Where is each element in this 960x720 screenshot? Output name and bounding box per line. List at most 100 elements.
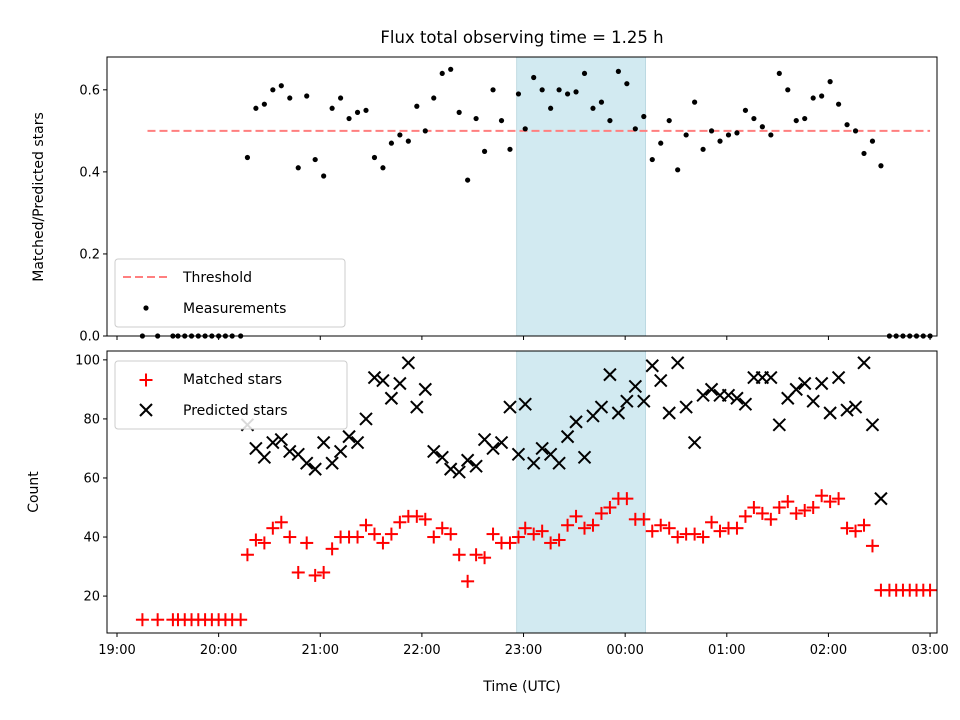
measurement-point [548, 105, 554, 111]
matched-stars-point [427, 530, 441, 544]
predicted-stars-point-b [637, 394, 651, 408]
predicted-stars-point [865, 418, 880, 432]
matched-stars-point [603, 501, 617, 515]
matched-stars-point [300, 536, 314, 550]
predicted-stars-point [350, 435, 365, 450]
matched-stars-point [486, 527, 500, 541]
measurement-point [253, 105, 259, 111]
predicted-stars-point-b [435, 450, 449, 465]
measurement-point [734, 130, 740, 136]
predicted-stars-point [687, 435, 702, 450]
predicted-stars-point [806, 394, 820, 408]
matched-stars-point [325, 542, 339, 556]
x-axis-label: Time (UTC) [482, 679, 560, 695]
predicted-stars-point [367, 370, 382, 385]
predicted-stars-point-b [848, 400, 863, 414]
y-tick-label: 60 [83, 471, 100, 486]
measurement-point [564, 91, 571, 97]
ratio-panel-frame [106, 56, 938, 337]
predicted-stars-point [620, 394, 634, 408]
measurement-point [607, 117, 613, 124]
predicted-stars-legend-swatch [139, 403, 153, 417]
measurement-point [776, 70, 782, 77]
measurement-point [852, 128, 859, 134]
measurement-point [641, 113, 647, 120]
observing-window-highlight [516, 350, 646, 634]
measurement-point [346, 115, 352, 122]
predicted-stars-point-b [518, 397, 532, 411]
count-marks [135, 356, 937, 627]
measurement-point [431, 95, 437, 101]
predicted-stars-point-b [730, 391, 744, 405]
count-panel-frame [106, 350, 938, 634]
predicted-stars-point [257, 450, 272, 465]
predicted-stars-point-b [814, 376, 829, 391]
matched-stars-point [535, 524, 549, 538]
predicted-stars-point-b [620, 394, 634, 408]
predicted-stars-point-b [393, 376, 407, 391]
predicted-stars-point [316, 435, 331, 450]
predicted-stars-point [359, 412, 373, 426]
measurement-point [759, 124, 765, 130]
predicted-stars-point-b [503, 400, 517, 414]
predicted-stars-point-b [274, 432, 289, 447]
count-y-axis: 20 40 60 80 100 [75, 353, 107, 605]
predicted-stars-point-b [342, 429, 356, 444]
matched-stars-point [823, 495, 837, 509]
matched-stars-point [713, 524, 727, 538]
measurement-point [751, 115, 757, 122]
predicted-stars-point [526, 456, 541, 470]
measurement-point [717, 138, 723, 144]
predicted-stars-point-b [806, 394, 820, 408]
matched-stars-point [840, 521, 854, 535]
measurement-point [615, 68, 621, 74]
predicted-stars-point-b [611, 406, 626, 420]
predicted-stars-point-b [645, 359, 659, 373]
measurement-point [700, 146, 706, 152]
predicted-stars-point-b [401, 356, 416, 370]
predicted-stars-point-b [738, 397, 753, 411]
predicted-stars-point [704, 382, 719, 397]
measurement-point [708, 128, 715, 134]
matched-stars-point [645, 524, 659, 538]
matched-stars-point [594, 506, 608, 520]
y-tick-label: 0.6 [79, 83, 100, 98]
predicted-stars-point-b [410, 400, 424, 414]
predicted-stars-point [435, 450, 449, 465]
predicted-stars-point-b [325, 456, 339, 470]
predicted-stars-point [469, 459, 483, 473]
predicted-stars-point-b [535, 441, 549, 456]
predicted-stars-point-b [266, 435, 280, 450]
measurement-point [590, 105, 596, 111]
matched-stars-point [747, 501, 761, 515]
predicted-stars-point [325, 456, 339, 470]
measurement-point [539, 87, 545, 93]
measurement-point [844, 122, 850, 128]
predicted-stars-point-b [469, 459, 483, 473]
predicted-stars-point [730, 391, 744, 405]
measurement-point [793, 117, 799, 124]
x-tick-label: 03:00 [911, 643, 948, 658]
measurement-point [666, 117, 672, 124]
predicted-stars-point-b [552, 456, 566, 470]
matched-stars-point [772, 501, 786, 515]
measurement-point [683, 132, 689, 138]
matched-stars-point [308, 568, 322, 582]
predicted-stars-point-b [350, 435, 365, 450]
measurement-point [819, 93, 825, 99]
y-tick-label: 0.0 [79, 330, 100, 345]
matched-stars-point [478, 551, 492, 565]
ratio-panel: 0.0 0.2 0.4 0.6 Matched/Predicted stars Thr… [31, 56, 938, 345]
measurement-point [490, 87, 496, 93]
predicted-stars-point [427, 444, 441, 459]
predicted-stars-point [486, 441, 500, 456]
matched-stars-point [755, 506, 769, 520]
predicted-stars-point [848, 400, 863, 414]
matched-stars-point [865, 539, 879, 553]
measurement-point [397, 132, 403, 138]
predicted-stars-point-b [831, 370, 846, 385]
x-tick-label: 21:00 [302, 643, 339, 658]
predicted-stars-point-b [477, 432, 492, 447]
matched-stars-point [435, 521, 449, 535]
measurement-point [835, 101, 842, 107]
